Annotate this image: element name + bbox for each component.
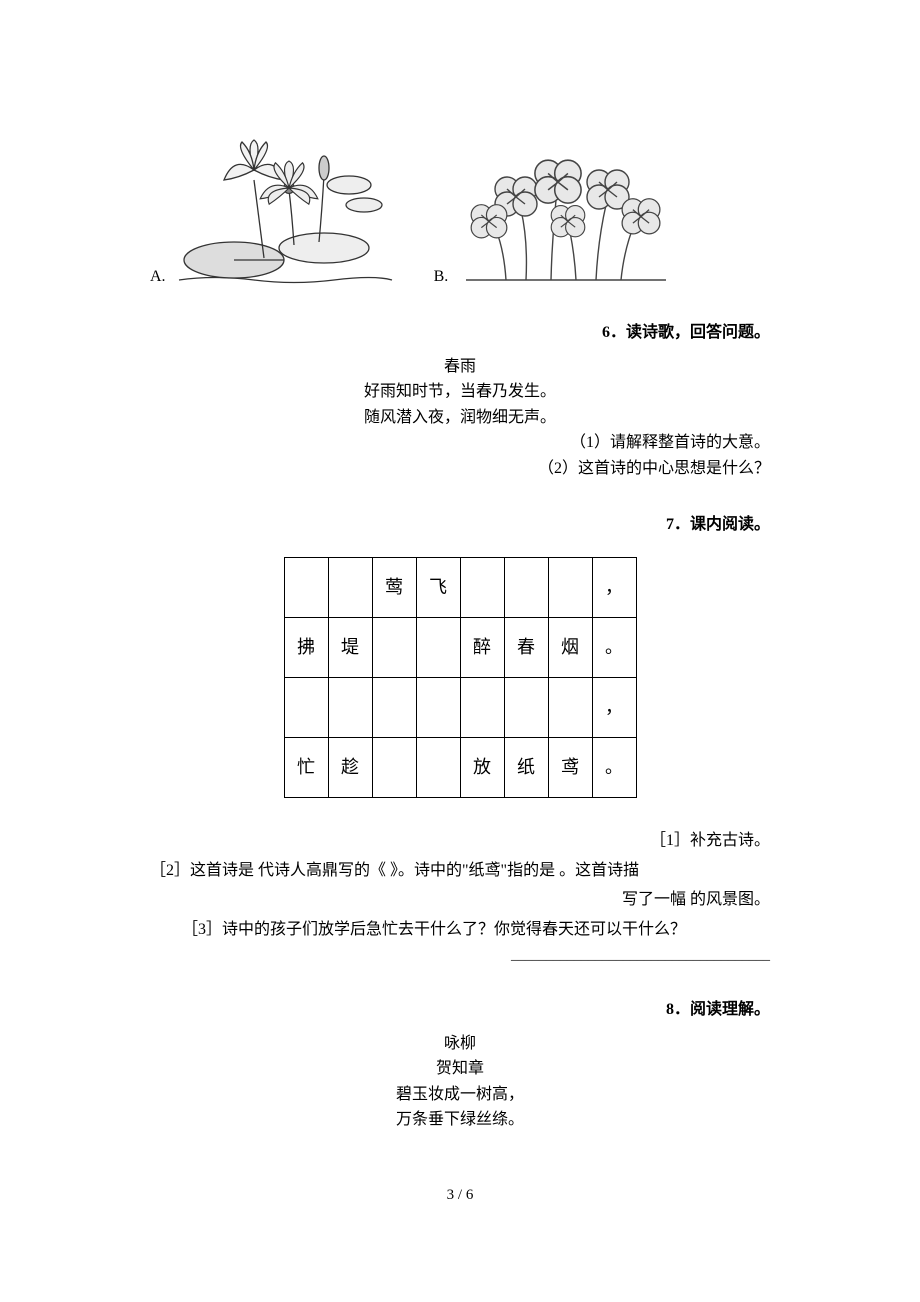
grid-cell: 烟 [548,618,592,678]
grid-cell: 飞 [416,558,460,618]
q6-sub1: （1）请解释整首诗的大意。 [150,430,770,456]
q6-title: 6．读诗歌，回答问题。 [150,320,770,346]
q7-sub1: ［1］补充古诗。 [150,828,770,854]
clover-illustration [456,120,676,290]
q6-poem-line2: 随风潜入夜，润物细无声。 [150,405,770,431]
grid-cell [284,558,328,618]
q7-answer-line: _____________________________________ [150,945,770,967]
q7-sub3: ［3］诗中的孩子们放学后急忙去干什么了？你觉得春天还可以干什么？ [150,917,770,943]
grid-cell [372,618,416,678]
grid-cell: 忙 [284,738,328,798]
q7-title: 7．课内阅读。 [150,512,770,538]
grid-cell [548,558,592,618]
grid-cell: 。 [592,618,636,678]
q8-poem-title: 咏柳 [150,1031,770,1057]
option-a: A. [150,120,394,290]
q8-title: 8．阅读理解。 [150,997,770,1023]
q7-char-grid: 莺 飞 ， 拂 堤 醉 春 烟 。 ， 忙 [284,557,637,798]
grid-cell [416,738,460,798]
q7-sub2b: 写了一幅 的风景图。 [150,887,770,913]
q6-sub2: （2）这首诗的中心思想是什么？ [150,456,770,482]
page-number: 3 / 6 [150,1183,770,1207]
option-a-label: A. [150,264,166,290]
grid-cell: 放 [460,738,504,798]
grid-cell [328,558,372,618]
grid-cell: ， [592,678,636,738]
grid-cell [416,618,460,678]
q7-sub2a: ［2］这首诗是 代诗人高鼎写的《 》。诗中的"纸鸢"指的是 。这首诗描 [150,858,770,884]
grid-cell: 春 [504,618,548,678]
grid-cell [284,678,328,738]
grid-cell [416,678,460,738]
grid-cell: ， [592,558,636,618]
option-b-label: B. [434,264,449,290]
image-options-row: A. [150,120,770,290]
grid-cell [460,678,504,738]
q8-author: 贺知章 [150,1056,770,1082]
grid-cell [504,678,548,738]
grid-cell [504,558,548,618]
q8-line2: 万条垂下绿丝绦。 [150,1107,770,1133]
q6-poem-title: 春雨 [150,354,770,380]
grid-cell: 趁 [328,738,372,798]
grid-cell: 醉 [460,618,504,678]
grid-cell [372,738,416,798]
q7-grid-wrap: 莺 飞 ， 拂 堤 醉 春 烟 。 ， 忙 [150,557,770,798]
grid-cell [372,678,416,738]
grid-cell: 莺 [372,558,416,618]
grid-cell: 纸 [504,738,548,798]
grid-cell: 鸢 [548,738,592,798]
grid-cell [328,678,372,738]
grid-cell: 拂 [284,618,328,678]
grid-cell: 。 [592,738,636,798]
q6-poem-line1: 好雨知时节，当春乃发生。 [150,379,770,405]
lotus-illustration [174,120,394,290]
grid-cell [548,678,592,738]
grid-cell: 堤 [328,618,372,678]
q8-line1: 碧玉妆成一树高， [150,1082,770,1108]
option-b: B. [434,120,677,290]
grid-cell [460,558,504,618]
